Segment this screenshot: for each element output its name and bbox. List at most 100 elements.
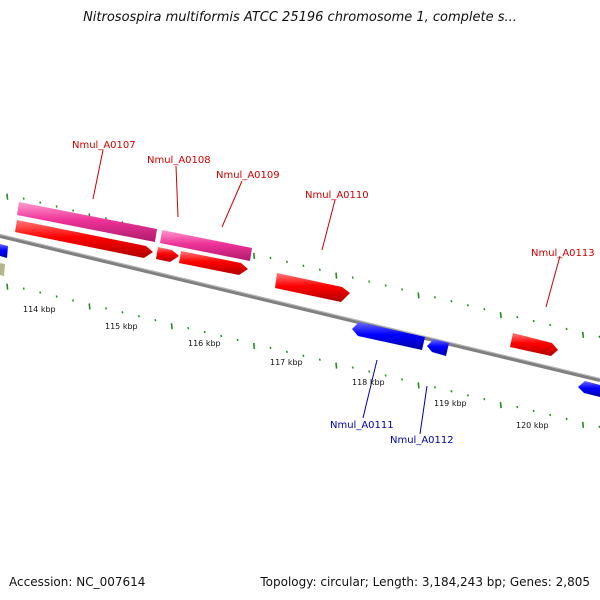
major-tick: [6, 283, 9, 290]
gene-arrow-nmul-a0107[interactable]: [15, 220, 153, 258]
minor-tick: [565, 417, 568, 421]
gene-label-nmul-a0112[interactable]: Nmul_A0112: [390, 435, 454, 446]
gene-label-nmul-a0109[interactable]: Nmul_A0109: [216, 170, 280, 181]
minor-tick: [549, 323, 552, 327]
minor-tick: [516, 405, 519, 409]
minor-tick: [285, 260, 288, 264]
gene-arrow-offscreen-left[interactable]: [0, 244, 8, 258]
minor-tick: [55, 205, 58, 208]
minor-tick: [483, 397, 486, 401]
gene-arrow-offscreen-left-2: [0, 263, 5, 276]
major-tick: [170, 323, 173, 330]
major-tick: [252, 342, 256, 349]
minor-tick: [318, 268, 321, 271]
minor-tick: [318, 358, 321, 361]
minor-tick: [433, 296, 437, 299]
major-tick: [6, 193, 9, 200]
minor-tick: [55, 295, 58, 298]
minor-tick: [39, 201, 42, 204]
minor-tick: [302, 354, 305, 357]
minor-tick: [104, 217, 108, 220]
minor-tick: [269, 346, 272, 350]
gene-arrow-nmul-a0109[interactable]: [179, 251, 248, 275]
minor-tick: [104, 307, 108, 310]
gene-label-nmul-a0108[interactable]: Nmul_A0108: [147, 155, 211, 166]
minor-tick: [401, 288, 404, 291]
minor-tick: [401, 378, 404, 381]
outer-tick-marks: [6, 193, 600, 339]
major-tick: [417, 382, 420, 389]
minor-tick: [22, 287, 25, 290]
accession-text: Accession: NC_007614: [9, 575, 146, 589]
minor-tick: [532, 319, 535, 323]
gene-label-nmul-a0107[interactable]: Nmul_A0107: [72, 140, 136, 151]
gene-label-nmul-a0113[interactable]: Nmul_A0113: [531, 248, 595, 259]
minor-tick: [466, 304, 469, 307]
topology-text: Topology: circular; Length: 3,184,243 bp…: [260, 575, 590, 589]
minor-tick: [368, 280, 371, 283]
minor-tick: [351, 276, 354, 279]
gene-arrow-offscreen-right[interactable]: [578, 381, 600, 397]
gene-arrow-nmul-a0108[interactable]: [156, 247, 179, 262]
minor-tick: [39, 291, 42, 294]
minor-tick: [368, 370, 371, 373]
minor-tick: [121, 311, 124, 314]
minor-tick: [269, 256, 272, 260]
gene-features[interactable]: [15, 202, 600, 397]
minor-tick: [302, 264, 305, 267]
scale-label-115: 115 kbp: [105, 322, 138, 331]
gene-arrow-nmul-a0112[interactable]: [427, 339, 449, 356]
map-title: Nitrosospira multiformis ATCC 25196 chro…: [83, 10, 517, 25]
minor-tick: [22, 197, 25, 200]
minor-tick: [72, 209, 75, 212]
gene-arrow-nmul-a0113[interactable]: [510, 333, 558, 356]
major-tick: [499, 402, 502, 409]
gene-arrow-nmul-a0107-rna[interactable]: [17, 202, 157, 242]
minor-tick: [450, 300, 453, 303]
minor-tick: [384, 284, 387, 287]
gene-label-nmul-a0110[interactable]: Nmul_A0110: [305, 190, 369, 201]
minor-tick: [351, 366, 354, 369]
scale-label-119: 119 kbp: [434, 399, 467, 408]
major-tick: [581, 331, 585, 338]
inner-tick-marks: [6, 283, 600, 429]
minor-tick: [466, 394, 469, 397]
minor-tick: [532, 409, 535, 413]
minor-tick: [433, 386, 437, 389]
minor-tick: [154, 318, 157, 322]
scale-label-120: 120 kbp: [516, 421, 549, 430]
gene-arrow-nmul-a0110[interactable]: [275, 273, 350, 302]
label-leaders: [92, 149, 561, 435]
major-tick: [252, 252, 256, 259]
major-tick: [335, 272, 338, 279]
scale-label-117: 117 kbp: [270, 358, 303, 367]
minor-tick: [516, 315, 519, 319]
genome-backbone: [0, 234, 600, 382]
minor-tick: [236, 338, 239, 342]
minor-tick: [72, 299, 75, 302]
minor-tick: [137, 315, 140, 318]
major-tick: [88, 303, 91, 310]
major-tick: [499, 312, 502, 319]
minor-tick: [483, 307, 486, 311]
minor-tick: [384, 374, 387, 377]
major-tick: [581, 421, 585, 428]
gene-arrow-nmul-a0108-rna[interactable]: [160, 230, 252, 261]
gene-arrow-nmul-a0111[interactable]: [352, 322, 425, 350]
gene-label-nmul-a0111[interactable]: Nmul_A0111: [330, 420, 394, 431]
minor-tick: [565, 327, 568, 331]
minor-tick: [220, 334, 223, 338]
minor-tick: [285, 350, 288, 354]
major-tick: [335, 362, 338, 369]
scale-label-114: 114 kbp: [23, 305, 56, 314]
minor-tick: [187, 326, 190, 330]
minor-tick: [203, 330, 206, 334]
scale-label-116: 116 kbp: [188, 339, 221, 348]
scale-label-118: 118 kbp: [352, 378, 385, 387]
minor-tick: [450, 390, 453, 393]
gene-labels: Nmul_A0107 Nmul_A0108 Nmul_A0109 Nmul_A0…: [72, 140, 595, 446]
scale-labels: 114 kbp 115 kbp 116 kbp 117 kbp 118 kbp …: [23, 305, 549, 430]
major-tick: [417, 292, 420, 299]
minor-tick: [549, 413, 552, 417]
